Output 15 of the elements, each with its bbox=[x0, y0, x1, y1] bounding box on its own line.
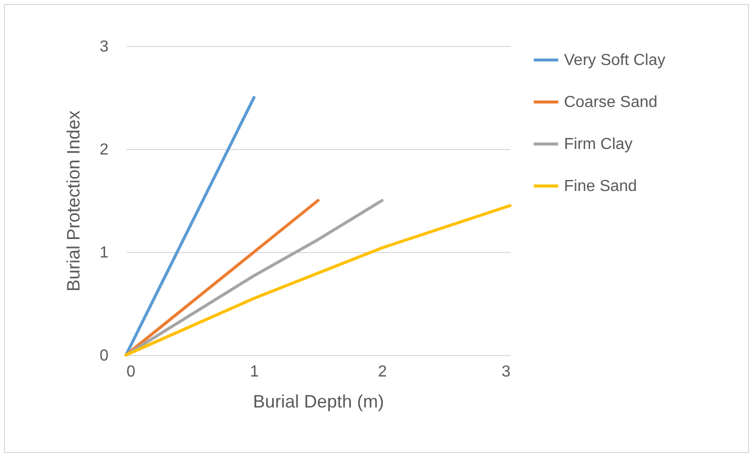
legend-label: Firm Clay bbox=[564, 136, 632, 153]
y-axis-title: Burial Protection Index bbox=[64, 110, 84, 292]
line-series bbox=[124, 204, 512, 356]
legend-label: Coarse Sand bbox=[564, 94, 658, 111]
y-tick-label: 0 bbox=[100, 348, 109, 364]
y-tick-label: 2 bbox=[100, 142, 109, 158]
x-axis-title: Burial Depth (m) bbox=[252, 392, 384, 412]
x-tick-label: 0 bbox=[126, 364, 136, 380]
y-tick-label: 3 bbox=[100, 38, 109, 56]
legend-label: Fine Sand bbox=[564, 178, 637, 195]
x-tick-label: 3 bbox=[502, 364, 511, 380]
legend-label: Very Soft Clay bbox=[564, 52, 666, 69]
x-tick-label: 2 bbox=[378, 364, 388, 380]
x-tick-label: 1 bbox=[250, 364, 260, 380]
y-tick-label: 1 bbox=[100, 244, 109, 262]
